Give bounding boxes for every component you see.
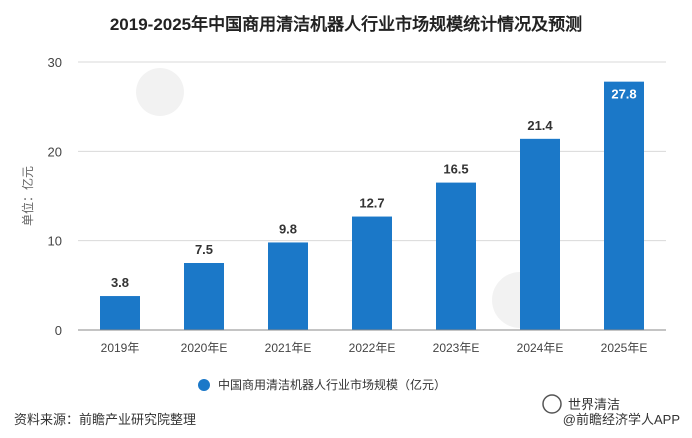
bar-value-label: 7.5 bbox=[195, 242, 213, 257]
x-tick-label: 2020年E bbox=[181, 341, 228, 355]
bar bbox=[352, 216, 392, 330]
bar bbox=[268, 242, 308, 330]
bar-value-label: 21.4 bbox=[527, 118, 553, 133]
bar bbox=[184, 263, 224, 330]
y-tick-label: 30 bbox=[48, 55, 62, 70]
legend-marker bbox=[198, 379, 210, 391]
y-axis-label: 单位：亿元 bbox=[20, 166, 35, 226]
x-tick-label: 2025年E bbox=[601, 341, 648, 355]
wechat-badge-text: 世界清洁 bbox=[568, 397, 620, 412]
x-tick-label: 2024年E bbox=[517, 341, 564, 355]
bar bbox=[520, 138, 560, 330]
bar bbox=[100, 296, 140, 330]
legend-label: 中国商用清洁机器人行业市场规模（亿元） bbox=[218, 377, 446, 392]
bar bbox=[436, 182, 476, 330]
y-tick-label: 0 bbox=[55, 323, 62, 338]
bar-value-label: 27.8 bbox=[611, 87, 636, 102]
y-tick-label: 10 bbox=[48, 234, 62, 249]
y-tick-label: 20 bbox=[48, 144, 62, 159]
x-tick-label: 2023年E bbox=[433, 341, 480, 355]
x-tick-label: 2019年 bbox=[101, 341, 140, 355]
bar bbox=[604, 81, 644, 330]
chart-title: 2019-2025年中国商用清洁机器人行业市场规模统计情况及预测 bbox=[110, 14, 582, 34]
bar-value-label: 3.8 bbox=[111, 275, 129, 290]
bar-value-label: 12.7 bbox=[359, 196, 384, 211]
bars: 3.8 7.5 9.8 12.7 16.5 21.4 27.8 bbox=[100, 81, 644, 330]
bar-value-label: 9.8 bbox=[279, 221, 297, 236]
legend: 中国商用清洁机器人行业市场规模（亿元） bbox=[198, 377, 446, 392]
x-tick-labels: 2019年 2020年E 2021年E 2022年E 2023年E 2024年E 2025年… bbox=[101, 341, 648, 355]
bar-value-label: 16.5 bbox=[443, 162, 468, 177]
x-tick-label: 2022年E bbox=[349, 341, 396, 355]
y-tick-labels: 0 10 20 30 bbox=[48, 55, 62, 338]
x-tick-label: 2021年E bbox=[265, 341, 312, 355]
wechat-icon bbox=[542, 394, 562, 414]
watermark-text: @前瞻经济学人APP bbox=[563, 412, 680, 427]
source-note: 资料来源：前瞻产业研究院整理 bbox=[14, 412, 196, 427]
wechat-badge: 世界清洁 bbox=[542, 394, 620, 414]
